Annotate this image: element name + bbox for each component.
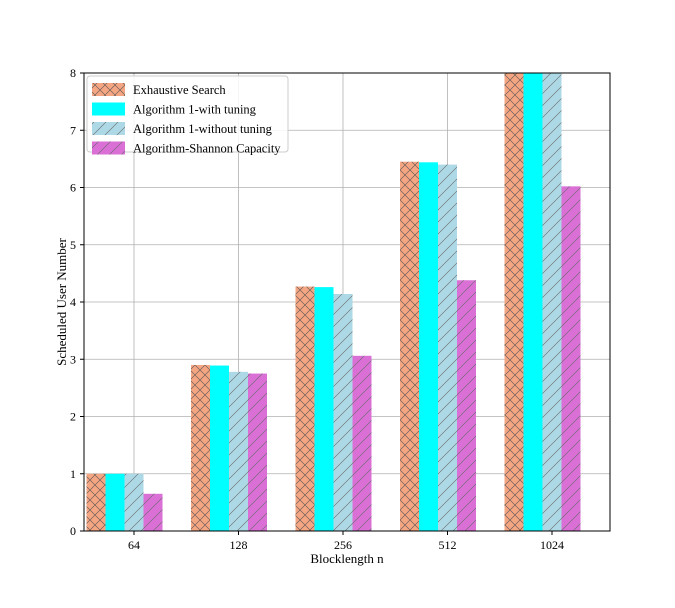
bar-hatch — [86, 473, 106, 531]
y-tick-label: 0 — [70, 524, 76, 538]
bar — [105, 473, 125, 531]
legend-swatch-hatch — [92, 141, 125, 155]
y-tick-label: 4 — [70, 295, 76, 309]
bar — [523, 73, 543, 531]
y-tick-label: 8 — [70, 66, 76, 80]
legend-swatch — [92, 102, 125, 116]
y-tick-label: 1 — [70, 467, 76, 481]
bar-hatch — [400, 161, 419, 532]
legend-swatch-hatch — [92, 122, 125, 135]
bar-hatch — [333, 293, 353, 531]
y-tick-label: 3 — [70, 352, 76, 366]
legend-label: Exhaustive Search — [133, 83, 226, 97]
legend-frame — [86, 75, 289, 153]
legend-label: Algorithm 1-without tuning — [133, 122, 273, 136]
y-tick-label: 5 — [70, 238, 76, 252]
y-tick-label: 6 — [70, 181, 76, 195]
legend-label: Algorithm 1-with tuning — [133, 103, 257, 117]
bar-hatch — [248, 373, 267, 531]
bar-hatch — [124, 473, 144, 531]
legend-swatch-hatch — [92, 83, 125, 96]
axis-ticks: 0 1 2 3 4 5 6 7 8 64 128 256 512 1024 — [70, 66, 564, 552]
bar-hatch — [295, 286, 315, 531]
y-tick-label: 7 — [70, 123, 76, 137]
bar-hatch — [352, 355, 372, 531]
x-tick-label: 1024 — [540, 538, 564, 552]
bar-hatch — [457, 280, 476, 531]
legend: Exhaustive Search Algorithm 1-with tuning… — [86, 75, 289, 156]
bar-hatch — [191, 364, 210, 531]
bar-hatch — [229, 371, 248, 531]
bar-hatch — [542, 73, 562, 531]
y-axis-label: Scheduled User Number — [54, 237, 69, 365]
bar-hatch — [438, 164, 457, 531]
bar-hatch — [143, 493, 163, 531]
bar — [210, 365, 229, 531]
x-tick-label: 256 — [334, 538, 352, 552]
x-axis-label: Blocklength n — [310, 551, 384, 566]
bar — [419, 162, 438, 531]
bar-hatch — [504, 73, 524, 531]
bars — [86, 73, 581, 532]
x-tick-label: 64 — [128, 538, 140, 552]
x-tick-label: 128 — [230, 538, 248, 552]
bar-hatch — [561, 186, 581, 532]
y-tick-label: 2 — [70, 410, 76, 424]
bar — [314, 287, 334, 531]
legend-label: Algorithm-Shannon Capacity — [133, 142, 281, 156]
x-tick-label: 512 — [439, 538, 457, 552]
